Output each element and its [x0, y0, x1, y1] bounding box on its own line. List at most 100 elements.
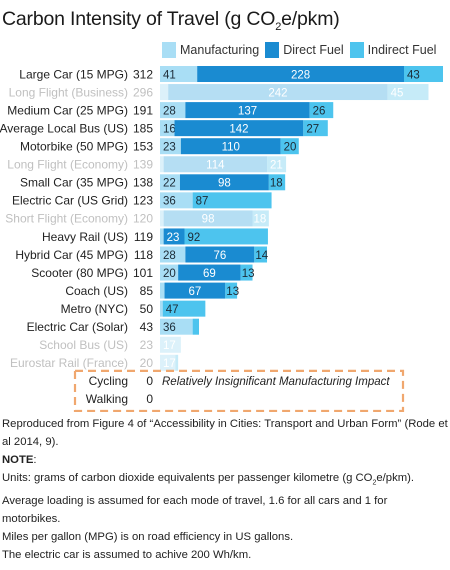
row-label: Long Flight (Business) — [9, 85, 128, 99]
bar-indirect-fuel — [254, 246, 268, 263]
bar-direct-fuel — [163, 228, 185, 245]
bar-indirect-fuel — [192, 192, 272, 209]
legend-label-manufacturing: Manufacturing — [180, 43, 260, 57]
loading-note: Average loading is assumed for each mode… — [2, 495, 388, 526]
row-label: Short Flight (Economy) — [5, 212, 128, 226]
row-label: Small Car (35 MPG) — [20, 176, 128, 190]
legend-swatch-direct-fuel — [265, 42, 280, 58]
bar-direct-fuel — [168, 84, 388, 101]
row-total: 20 — [140, 356, 154, 370]
row-total: 185 — [133, 121, 153, 135]
row-total: 153 — [133, 140, 153, 154]
bar-direct-fuel — [180, 138, 281, 155]
bar-value-label: 69 — [203, 268, 216, 280]
bar-value-label: 41 — [163, 69, 176, 81]
row-total: 123 — [133, 194, 153, 208]
bar-direct-fuel — [185, 246, 255, 263]
annotation-box — [73, 369, 405, 413]
bar-value-label: 27 — [306, 123, 319, 135]
bar-value-label: 142 — [229, 123, 248, 135]
bar-manufacturing — [160, 66, 198, 82]
bar-manufacturing — [160, 138, 181, 155]
bar-manufacturing — [160, 246, 186, 263]
annotation-text: Relatively Insignificant Manufacturing I… — [162, 376, 390, 388]
bar-value-label: 242 — [268, 87, 287, 99]
bar-manufacturing — [160, 300, 163, 317]
bar-value-label: 92 — [187, 232, 200, 244]
row-total: 120 — [133, 212, 153, 226]
chart-title: Carbon Intensity of Travel (g CO2e/pkm) — [2, 8, 340, 33]
row-label: Walking — [86, 392, 128, 406]
bar-indirect-fuel — [309, 102, 334, 119]
bar-value-label: 18 — [270, 178, 283, 190]
bar-manufacturing — [160, 336, 181, 353]
bar-value-label: 18 — [254, 214, 267, 226]
bar-direct-fuel — [185, 102, 310, 119]
row-label: Electric Car (Solar) — [27, 320, 128, 334]
row-total: 101 — [133, 266, 153, 280]
bar-indirect-fuel — [252, 210, 269, 227]
bar-direct-fuel — [179, 174, 269, 191]
bar-value-label: 43 — [407, 69, 420, 81]
row-label: Large Car (15 MPG) — [19, 67, 128, 81]
bar-value-label: 13 — [242, 268, 255, 280]
bar-direct-fuel — [178, 264, 241, 281]
bar-value-label: 67 — [189, 286, 202, 298]
bar-value-label: 114 — [206, 160, 225, 172]
row-total: 312 — [133, 67, 153, 81]
legend-item-manufacturing: Manufacturing — [162, 41, 259, 59]
bar-indirect-fuel — [240, 264, 253, 281]
bar-value-label: 26 — [313, 105, 326, 117]
bar-value-label: 87 — [196, 196, 209, 208]
source-note: Reproduced from Figure 4 of “Accessibili… — [2, 418, 448, 448]
bar-value-label: 16 — [163, 123, 176, 135]
bar-indirect-fuel — [162, 300, 206, 317]
bar-value-label: 28 — [163, 250, 176, 262]
bar-value-label: 228 — [291, 69, 310, 81]
row-label: Electric Car (US Grid) — [12, 194, 128, 208]
legend-label-direct-fuel: Direct Fuel — [283, 43, 344, 57]
bar-manufacturing — [160, 192, 193, 209]
row-total: 85 — [140, 284, 154, 298]
bar-indirect-fuel — [280, 138, 299, 155]
bar-value-label: 20 — [163, 268, 176, 280]
bar-value-label: 14 — [255, 250, 268, 262]
bar-direct-fuel — [163, 210, 253, 227]
row-label: Eurostar Rail (France) — [10, 356, 128, 370]
bar-indirect-fuel — [387, 84, 429, 101]
legend-item-direct-fuel: Direct Fuel — [265, 41, 344, 59]
bar-manufacturing — [160, 84, 169, 101]
bar-manufacturing — [160, 174, 180, 191]
row-label: Medium Car (25 MPG) — [7, 103, 128, 117]
bar-value-label: 110 — [222, 142, 240, 154]
row-label: Metro (NYC) — [61, 302, 128, 316]
row-total: 191 — [133, 103, 153, 117]
row-total: 119 — [134, 230, 153, 244]
bar-direct-fuel — [197, 66, 404, 82]
units-note: Units: grams of carbon dioxide equivalen… — [2, 472, 415, 487]
legend-item-indirect-fuel: Indirect Fuel — [349, 41, 436, 59]
bar-indirect-fuel — [267, 156, 287, 173]
bar-direct-fuel — [164, 282, 226, 299]
bar-indirect-fuel — [303, 120, 328, 137]
bar-direct-fuel — [174, 120, 304, 137]
bar-value-label: 76 — [213, 250, 226, 262]
row-total: 43 — [140, 320, 154, 334]
bar-value-label: 98 — [202, 214, 215, 226]
row-label: Average Local Bus (US) — [0, 121, 128, 135]
row-total: 118 — [134, 248, 153, 262]
mpg-note: Miles per gallon (MPG) is on road effici… — [2, 531, 294, 544]
row-total: 0 — [146, 392, 153, 406]
bar-manufacturing — [160, 120, 175, 137]
bar-value-label: 22 — [163, 178, 176, 190]
bar-value-label: 17 — [163, 340, 176, 352]
bar-indirect-fuel — [192, 318, 200, 335]
legend-swatch-indirect-fuel — [349, 42, 364, 58]
bar-value-label: 45 — [391, 87, 404, 99]
row-label: School Bus (US) — [39, 338, 128, 352]
row-label: Cycling — [89, 374, 128, 388]
row-label: Motorbike (50 MPG) — [20, 140, 128, 154]
bar-manufacturing — [160, 156, 164, 173]
bar-indirect-fuel — [184, 228, 268, 245]
bar-indirect-fuel — [268, 174, 286, 191]
